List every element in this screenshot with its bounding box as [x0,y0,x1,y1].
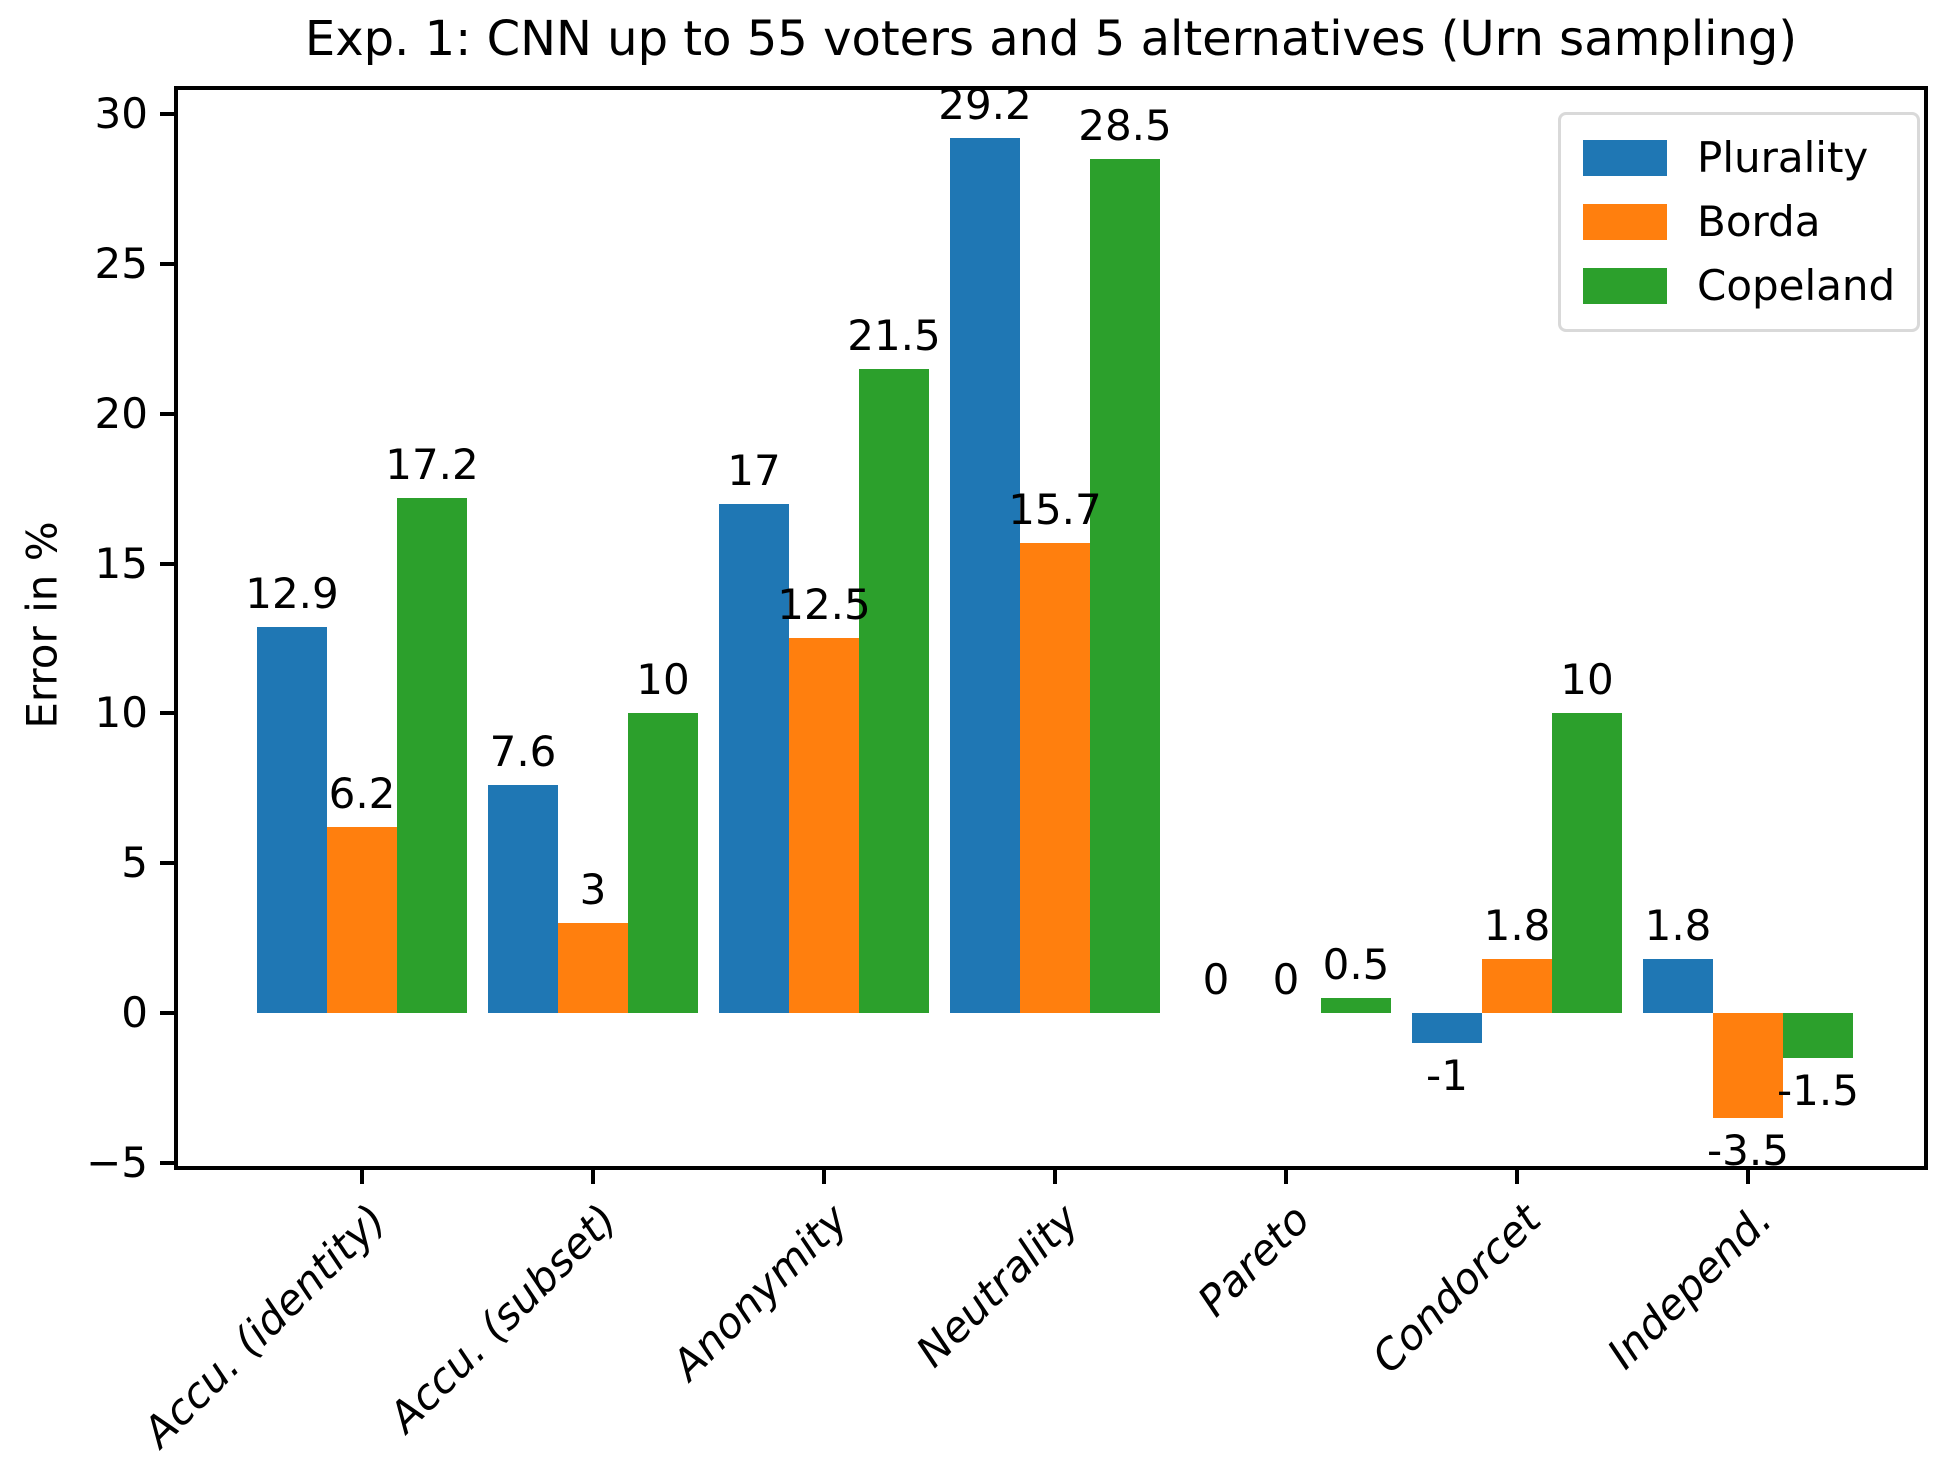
bar-plurality-neutrality [950,137,1020,1014]
y-tick-label: 30 [94,88,148,138]
y-tick-label: −5 [86,1138,148,1187]
bar-borda-anonymity [789,638,859,1014]
y-tick-mark [160,861,174,866]
bar-plurality-independ [1643,959,1713,1014]
y-tick-mark [160,111,174,116]
y-tick-mark [160,711,174,716]
legend-swatch-borda [1583,204,1667,240]
bar-copeland-pareto [1321,998,1391,1014]
bar-copeland-accu-subset [628,713,698,1014]
bar-value-label-plurality-condorcet: -1 [1426,1051,1468,1101]
bar-plurality-accu-identity [257,626,327,1014]
bar-value-label-plurality-anonymity: 17 [727,445,781,495]
bar-value-label-borda-pareto: 0 [1272,955,1300,1005]
bar-value-label-copeland-pareto: 0.5 [1322,940,1390,990]
x-tick-mark [1746,1170,1750,1184]
chart-title: Exp. 1: CNN up to 55 voters and 5 altern… [304,11,1798,67]
x-tick-mark [822,1170,826,1184]
bar-plurality-accu-subset [488,785,558,1014]
y-tick-label: 0 [121,988,148,1038]
y-tick-mark [160,261,174,266]
bar-value-label-plurality-accu-identity: 12.9 [245,568,339,618]
plot-area: −5 0 5 10 15 20 25 30 Accu. (identity) Accu. (sub… [86,79,1928,1456]
bar-borda-neutrality [1020,542,1090,1014]
y-tick-label: 10 [94,688,148,738]
bar-copeland-anonymity [859,368,929,1014]
bar-copeland-independ [1783,1013,1853,1059]
legend-label-copeland: Copeland [1697,261,1896,310]
bar-borda-accu-subset [558,923,628,1014]
bar-value-label-copeland-accu-subset: 10 [636,655,690,705]
x-tick-mark [1515,1170,1519,1184]
bar-value-label-borda-anonymity: 12.5 [777,580,871,630]
legend-entry-borda: Borda [1583,197,1895,247]
y-tick-label: 15 [94,538,148,588]
legend-swatch-plurality [1583,140,1667,176]
y-tick-mark [160,561,174,566]
bar-value-label-borda-condorcet: 1.8 [1483,901,1551,951]
bar-value-label-copeland-accu-identity: 17.2 [385,439,479,489]
bar-value-label-borda-accu-identity: 6.2 [328,769,396,819]
legend-entry-plurality: Plurality [1583,133,1895,183]
y-tick-mark [160,1161,174,1165]
legend-entry-copeland: Copeland [1583,261,1895,311]
bar-value-label-borda-neutrality: 15.7 [1008,484,1102,534]
y-tick-label: 5 [121,838,148,888]
bar-borda-accu-identity [327,827,397,1014]
x-tick-label-accu-identity: Accu. (identity) [133,1194,396,1457]
bar-plurality-condorcet [1412,1013,1482,1044]
y-tick-label: 20 [94,388,148,438]
x-tick-mark [591,1170,595,1184]
bar-value-label-plurality-pareto: 0 [1202,955,1230,1005]
legend: Plurality Borda Copeland [1558,112,1921,332]
bar-value-label-copeland-neutrality: 28.5 [1078,100,1172,150]
bar-value-label-borda-accu-subset: 3 [579,865,607,915]
x-tick-mark [1053,1170,1057,1184]
bar-value-label-plurality-independ: 1.8 [1644,901,1712,951]
y-tick-label: 25 [94,238,148,288]
x-tick-mark [1284,1170,1288,1184]
bar-value-label-plurality-neutrality: 29.2 [938,79,1032,129]
bar-borda-condorcet [1482,959,1552,1014]
bar-value-label-copeland-independ: -1.5 [1777,1066,1859,1116]
bar-value-label-borda-independ: -3.5 [1707,1126,1789,1176]
legend-label-borda: Borda [1697,197,1821,246]
x-tick-mark [360,1170,364,1184]
bar-value-label-copeland-anonymity: 21.5 [847,310,941,360]
bar-copeland-accu-identity [397,497,467,1014]
bar-value-label-copeland-condorcet: 10 [1560,655,1614,705]
y-tick-mark [160,411,174,416]
bar-copeland-condorcet [1552,713,1622,1014]
y-tick-mark [160,1011,174,1016]
legend-swatch-copeland [1583,268,1667,304]
legend-label-plurality: Plurality [1697,133,1869,182]
bar-copeland-neutrality [1090,158,1160,1014]
bar-value-label-plurality-accu-subset: 7.6 [489,727,557,777]
bar-borda-independ [1713,1013,1783,1119]
bar-plurality-anonymity [719,503,789,1014]
